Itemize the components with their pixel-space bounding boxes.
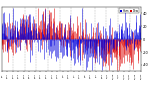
Legend: Hum, Dew: Hum, Dew — [119, 8, 139, 13]
